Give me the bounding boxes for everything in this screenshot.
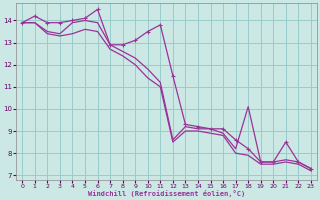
- X-axis label: Windchill (Refroidissement éolien,°C): Windchill (Refroidissement éolien,°C): [88, 190, 245, 197]
